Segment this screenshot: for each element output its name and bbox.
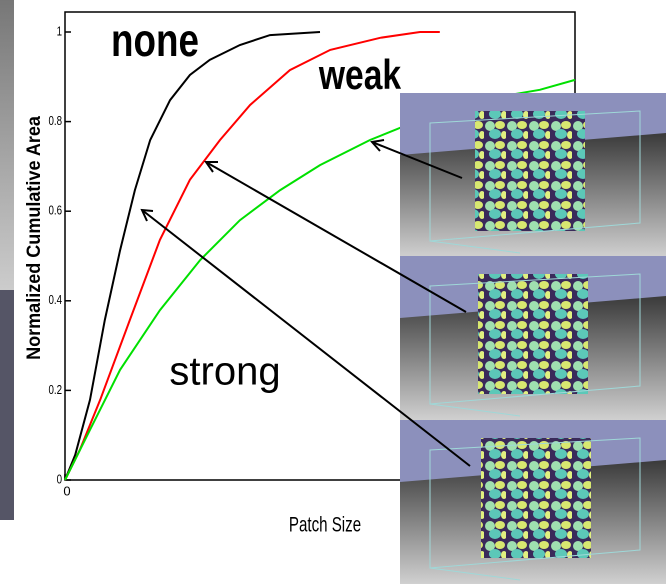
x-axis-label: Patch Size bbox=[289, 512, 361, 536]
y-tick-label: 0.6 bbox=[48, 204, 62, 218]
render-panels bbox=[400, 93, 666, 584]
series-label: strong bbox=[169, 350, 280, 394]
y-tick-label: 0 bbox=[57, 473, 62, 487]
y-tick-label: 0.8 bbox=[48, 115, 62, 129]
left-strip bbox=[0, 0, 14, 290]
panel-cube bbox=[475, 111, 585, 231]
series-label: none bbox=[111, 14, 199, 66]
y-tick-label: 0.4 bbox=[48, 294, 62, 308]
left-strip bbox=[0, 290, 14, 520]
y-axis-label: Normalized Cumulative Area bbox=[23, 115, 45, 360]
series-label: weak bbox=[318, 53, 402, 99]
figure: 0 0.2 0.4 0.6 0.8 1 0 Normalized Cumulative Are… bbox=[0, 0, 666, 584]
panel-cube bbox=[478, 274, 588, 394]
panel-cube bbox=[481, 438, 591, 558]
y-tick-label: 1 bbox=[57, 25, 62, 39]
y-tick-label: 0.2 bbox=[48, 384, 62, 398]
x-tick-label: 0 bbox=[63, 483, 70, 498]
